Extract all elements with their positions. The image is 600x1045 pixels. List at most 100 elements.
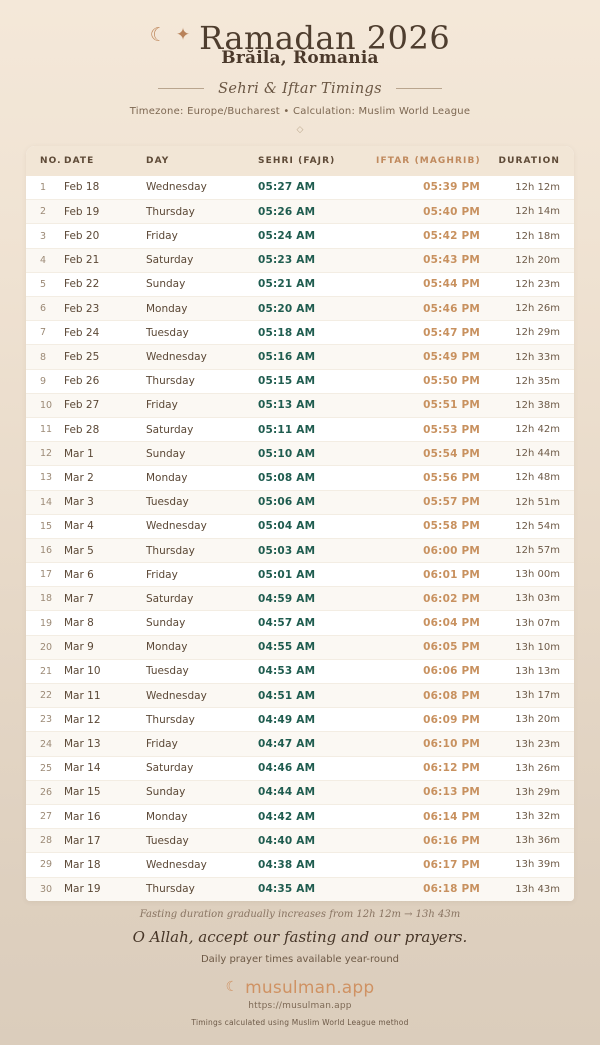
cell-duration: 13h 36m [498, 828, 574, 853]
cell-date: Feb 22 [64, 271, 146, 297]
cell-no: 10 [26, 392, 64, 418]
cell-day: Wednesday [146, 683, 258, 708]
cell-duration: 12h 14m [498, 199, 574, 224]
cell-date: Mar 14 [64, 755, 146, 781]
table-row: 20 Mar 9 Monday 04:55 AM 06:05 PM 13h 10m [26, 634, 574, 660]
cell-day: Wednesday [146, 181, 207, 194]
cell-day: Thursday [146, 199, 258, 224]
cell-day: Thursday [146, 707, 258, 732]
calculation-method-note: Timings calculated using Muslim World Le… [191, 1018, 409, 1028]
column-header-no: NO. [26, 145, 64, 176]
cell-iftar: 05:40 PM [376, 199, 498, 224]
brand-name-link[interactable]: musulman.app [245, 978, 375, 999]
divider-rule-left [158, 88, 205, 90]
cell-date: Feb 23 [64, 296, 146, 321]
table-row: 28 Mar 17 Tuesday 04:40 AM 06:16 PM 13h 36m [26, 828, 574, 853]
cell-sehri: 04:55 AM [258, 634, 376, 660]
availability-note: Daily prayer times available year-round [200, 954, 400, 966]
timezone-calculation-meta: Timezone: Europe/Bucharest • Calculation… [129, 105, 471, 117]
cell-no: 1 [40, 181, 47, 193]
cell-iftar: 06:02 PM [376, 586, 498, 611]
cell-no: 27 [26, 803, 64, 829]
table-row: 23 Mar 12 Thursday 04:49 AM 06:09 PM 13h 20m [26, 707, 574, 732]
cell-day: Tuesday [146, 828, 258, 853]
cell-date: Mar 9 [64, 634, 146, 660]
fasting-duration-note: Fasting duration gradually increases fro… [139, 909, 461, 921]
cell-iftar: 06:04 PM [376, 610, 498, 636]
brand-url-text[interactable]: https://musulman.app [248, 1001, 352, 1012]
cell-duration: 12h 35m [498, 368, 574, 394]
cell-no: 26 [26, 779, 64, 805]
cell-duration: 13h 23m [498, 731, 574, 757]
cell-iftar: 06:05 PM [376, 634, 498, 660]
cell-duration: 12h 29m [498, 320, 574, 345]
cell-day: Sunday [146, 441, 258, 466]
cell-duration: 13h 29m [498, 779, 574, 805]
cell-duration: 12h 57m [498, 537, 574, 563]
cell-day: Thursday [146, 876, 258, 902]
table-row: 19 Mar 8 Sunday 04:57 AM 06:04 PM 13h 07m [26, 610, 574, 636]
cell-iftar: 05:47 PM [376, 320, 498, 345]
cell-date: Mar 11 [64, 683, 146, 708]
cell-sehri: 05:23 AM [258, 247, 376, 273]
ramadan-timings-table: NO. DATE DAY SEHRI (FAJR) IFTAR (MAGHRIB… [26, 145, 574, 902]
dua-text: O Allah, accept our fasting and our pray… [132, 928, 468, 947]
cell-duration: 12h 48m [498, 465, 574, 491]
page-header: ☾ ✦ Ramadan 2026 Brăila, Romania Sehri &… [0, 0, 600, 135]
cell-no: 17 [26, 562, 64, 587]
cell-sehri: 04:53 AM [258, 658, 376, 684]
cell-sehri: 04:57 AM [258, 610, 376, 636]
column-header-sehri: SEHRI (FAJR) [258, 145, 376, 176]
cell-duration: 13h 03m [498, 586, 574, 611]
cell-duration: 13h 07m [498, 610, 574, 636]
cell-duration: 12h 26m [498, 296, 574, 321]
cell-no: 7 [26, 320, 64, 345]
cell-no: 24 [26, 731, 64, 757]
cell-sehri: 05:27 AM [258, 181, 316, 194]
brand-row[interactable]: ☾ musulman.app [0, 978, 600, 998]
cell-sehri: 04:44 AM [258, 779, 376, 805]
cell-date: Mar 1 [64, 441, 146, 466]
cell-duration: 12h 42m [498, 416, 574, 442]
cell-iftar: 06:16 PM [376, 828, 498, 853]
cell-date: Feb 26 [64, 368, 146, 394]
cell-sehri: 05:18 AM [258, 320, 376, 345]
table-row: 30 Mar 19 Thursday 04:35 AM 06:18 PM 13h 43m [26, 876, 574, 902]
cell-day: Saturday [146, 586, 258, 611]
table-row: 5 Feb 22 Sunday 05:21 AM 05:44 PM 12h 23m [26, 271, 574, 297]
cell-date: Mar 16 [64, 803, 146, 829]
cell-day: Tuesday [146, 489, 258, 515]
table-row: 13 Mar 2 Monday 05:08 AM 05:56 PM 12h 48m [26, 465, 574, 491]
cell-day: Thursday [146, 368, 258, 394]
cell-iftar: 05:39 PM [423, 181, 480, 194]
cell-no: 29 [26, 852, 64, 878]
cell-day: Saturday [146, 247, 258, 273]
cell-date: Mar 5 [64, 537, 146, 563]
cell-sehri: 05:11 AM [258, 416, 376, 442]
cell-sehri: 05:21 AM [258, 271, 376, 297]
cell-sehri: 04:47 AM [258, 731, 376, 757]
cell-no: 9 [26, 368, 64, 394]
table-row: 4 Feb 21 Saturday 05:23 AM 05:43 PM 12h 20m [26, 247, 574, 273]
cell-day: Thursday [146, 537, 258, 563]
table-row: 29 Mar 18 Wednesday 04:38 AM 06:17 PM 13h 39m [26, 852, 574, 878]
cell-sehri: 05:06 AM [258, 489, 376, 515]
table-row: 18 Mar 7 Saturday 04:59 AM 06:02 PM 13h 03m [26, 586, 574, 611]
table-row: 17 Mar 6 Friday 05:01 AM 06:01 PM 13h 00m [26, 562, 574, 587]
crescent-moon-icon: ☾ [149, 24, 167, 47]
location-subtitle: Brăila, Romania [221, 47, 379, 68]
cell-iftar: 05:43 PM [376, 247, 498, 273]
cell-no: 6 [26, 296, 64, 321]
cell-no: 8 [26, 344, 64, 370]
cell-no: 4 [26, 247, 64, 273]
cell-duration: 13h 43m [498, 876, 574, 902]
cell-iftar: 05:49 PM [376, 344, 498, 370]
cell-iftar: 05:44 PM [376, 271, 498, 297]
sparkle-star-icon: ✦ [175, 25, 191, 46]
cell-day: Friday [146, 392, 258, 418]
table-row: 8 Feb 25 Wednesday 05:16 AM 05:49 PM 12h 33m [26, 344, 574, 370]
table-row: 1 Feb 18 Wednesday 05:27 AM 05:39 PM 12h 12m [26, 175, 574, 200]
table-row: 2 Feb 19 Thursday 05:26 AM 05:40 PM 12h 14m [26, 199, 574, 224]
cell-iftar: 05:51 PM [376, 392, 498, 418]
cell-iftar: 05:53 PM [376, 416, 498, 442]
